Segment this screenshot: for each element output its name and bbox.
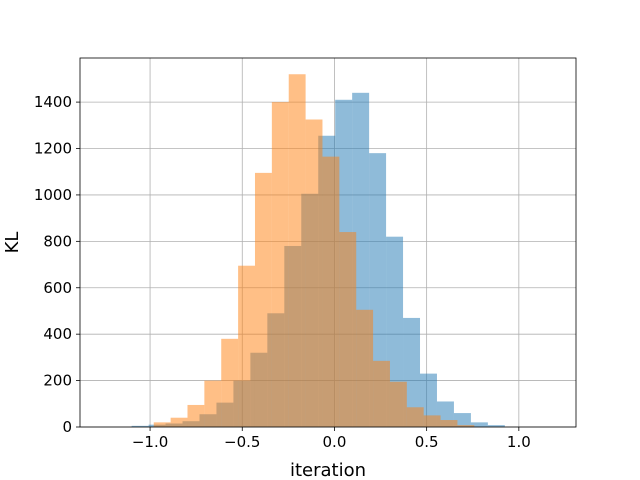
- histogram-bar-series-2: [356, 309, 374, 427]
- histogram-bar-series-2: [170, 417, 188, 427]
- y-axis-label: KL: [2, 232, 23, 254]
- histogram-bar-series-2: [339, 232, 357, 427]
- y-tick-label: 1400: [34, 93, 72, 111]
- y-tick-label: 1200: [34, 140, 72, 158]
- y-tick-label: 200: [43, 372, 72, 390]
- plot-frame: [79, 57, 577, 428]
- histogram-bar-series-2: [440, 420, 458, 427]
- histogram-bar-series-2: [305, 119, 323, 427]
- histogram-bar-series-1: [453, 413, 471, 427]
- y-tick-label: 600: [43, 279, 72, 297]
- x-tick-label: −1.0: [132, 433, 168, 451]
- bars-layer: [131, 74, 505, 428]
- x-tick-label: 0.5: [415, 433, 439, 451]
- y-tick-label: 800: [43, 232, 72, 250]
- histogram-bar-series-1: [386, 236, 404, 427]
- histogram-bar-series-2: [271, 102, 289, 428]
- histogram-bar-series-2: [288, 74, 306, 427]
- histogram-bar-series-1: [131, 425, 149, 427]
- histogram-bar-series-1: [487, 425, 505, 427]
- y-tick-label: 1000: [34, 186, 72, 204]
- x-tick-label: −0.5: [224, 433, 260, 451]
- ticks-layer: −1.0 −0.5 0.0 0.5 1.0 0 200 400 600 800 1000 1200 14…: [34, 93, 531, 451]
- histogram-bar-series-2: [406, 407, 424, 427]
- x-axis-label: iteration: [290, 460, 366, 480]
- histogram-bar-series-1: [470, 422, 488, 427]
- histogram-bar-series-2: [423, 415, 441, 427]
- x-tick-label: 0.0: [323, 433, 347, 451]
- y-tick-label: 400: [43, 325, 72, 343]
- histogram-bar-series-2: [373, 360, 390, 427]
- histogram-bar-series-2: [457, 425, 475, 427]
- y-tick-label: 0: [62, 418, 72, 436]
- histogram-bar-series-2: [238, 265, 255, 427]
- histogram-bar-series-2: [389, 381, 407, 427]
- histogram-bar-series-2: [153, 422, 171, 427]
- histogram-bar-series-2: [254, 172, 272, 427]
- histogram-bar-series-1: [403, 317, 421, 427]
- histogram-bar-series-2: [204, 380, 222, 427]
- histogram-bar-series-2: [322, 156, 340, 427]
- histogram-bar-series-2: [187, 404, 205, 427]
- histogram-bar-series-1: [420, 373, 437, 427]
- histogram-bar-series-2: [221, 338, 239, 427]
- histogram-bar-series-1: [369, 153, 387, 427]
- x-tick-label: 1.0: [507, 433, 531, 451]
